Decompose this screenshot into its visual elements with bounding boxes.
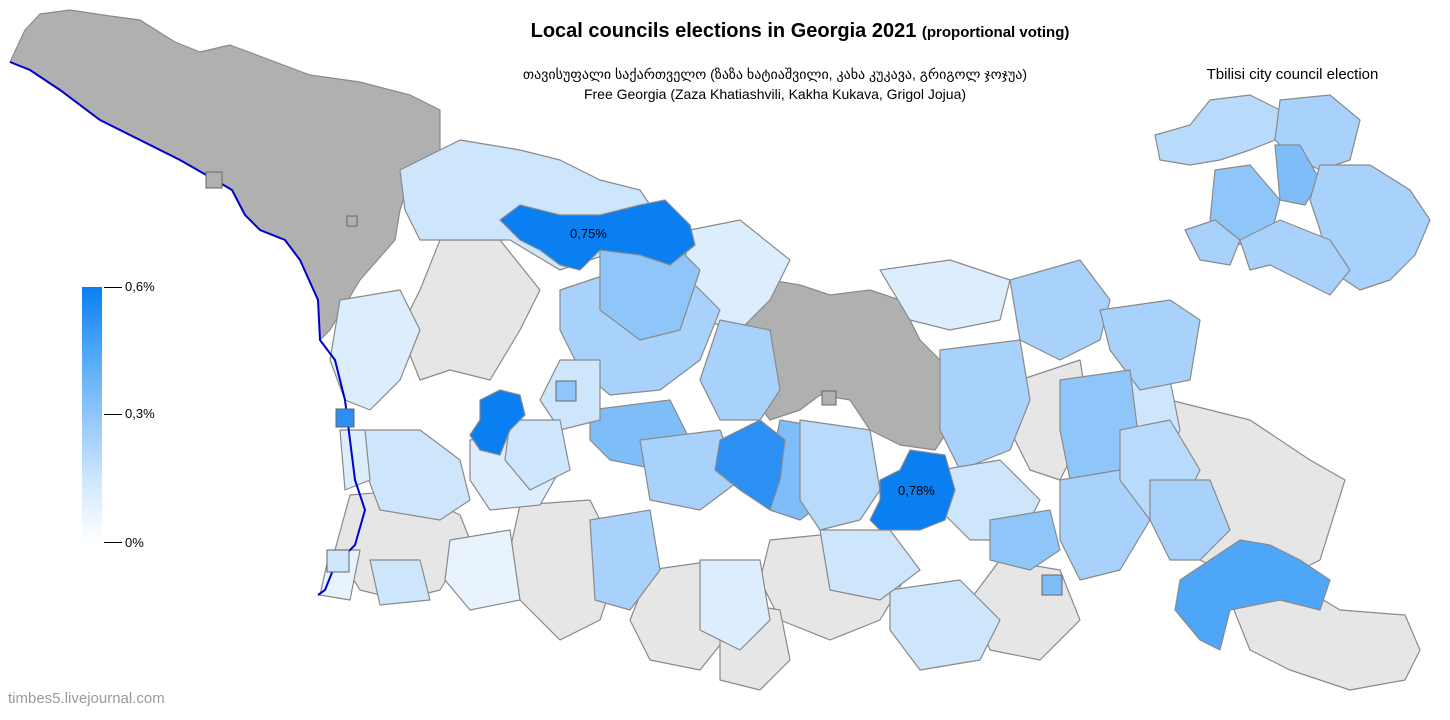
- city-square-rustavi: [1041, 574, 1063, 596]
- tbilisi-district-1: [1154, 94, 1281, 166]
- tbilisi-district-7: [1184, 219, 1241, 266]
- legend-label-min: 0%: [125, 535, 144, 550]
- city-square-kutaisi: [555, 380, 577, 402]
- region-light-19: [369, 559, 431, 606]
- coastline: [9, 61, 367, 596]
- region-center-078: [869, 449, 956, 531]
- region-medium-1: [1174, 539, 1331, 651]
- region-vlight-7: [444, 529, 521, 611]
- region-light-5: [639, 429, 741, 511]
- legend-tick-max: [104, 287, 122, 288]
- party-name-georgian: თავისუფალი საქართველო (ზაზა ხატიაშვილი, …: [522, 66, 1028, 82]
- watermark: timbes5.livejournal.com: [8, 690, 165, 707]
- region-light-16: [1149, 479, 1231, 561]
- region-top-075: [499, 199, 696, 271]
- region-vlight-2: [329, 289, 421, 411]
- label-top-district: 0,75%: [570, 226, 607, 241]
- region-light-13: [989, 509, 1061, 571]
- region-light-21: [504, 419, 571, 491]
- city-square-sukhumi: [205, 171, 223, 189]
- region-light-10: [1099, 299, 1201, 391]
- region-west-strong: [469, 389, 526, 456]
- region-light-18: [819, 529, 921, 601]
- label-center-district: 0,78%: [898, 483, 935, 498]
- tbilisi-district-6: [1239, 219, 1351, 296]
- region-light-7: [799, 419, 881, 531]
- region-vlight-9: [699, 559, 771, 651]
- color-legend-bar: [82, 287, 102, 542]
- region-light-17: [589, 509, 661, 611]
- title-note: (proportional voting): [921, 24, 1070, 41]
- title-main: Local councils elections in Georgia 2021: [530, 20, 917, 42]
- legend-label-max: 0,6%: [125, 279, 155, 294]
- legend-tick-min: [104, 542, 122, 543]
- city-square-tkvarcheli: [346, 215, 358, 227]
- legend-label-mid: 0,3%: [125, 406, 155, 421]
- region-vlight-6: [879, 259, 1011, 331]
- city-square-poti: [335, 408, 355, 428]
- region-zero-1: [399, 239, 541, 381]
- inset-title: Tbilisi city council election: [1206, 66, 1379, 83]
- region-vlight-10: [889, 579, 1001, 671]
- region-light-3: [699, 319, 781, 421]
- tbilisi-inset: [1154, 94, 1431, 296]
- city-square-tskhinvali: [821, 390, 837, 406]
- region-light-8: [939, 339, 1031, 471]
- city-square-batumi: [326, 549, 350, 573]
- map-title: Local councils elections in Georgia 2021…: [0, 20, 1450, 43]
- legend-tick-mid: [104, 414, 122, 415]
- party-name-english: Free Georgia (Zaza Khatiashvili, Kakha K…: [583, 86, 967, 102]
- region-light-22: [339, 429, 371, 491]
- region-abkhazia: [9, 9, 441, 341]
- region-medium-2: [714, 419, 786, 511]
- region-light-9: [1009, 259, 1111, 361]
